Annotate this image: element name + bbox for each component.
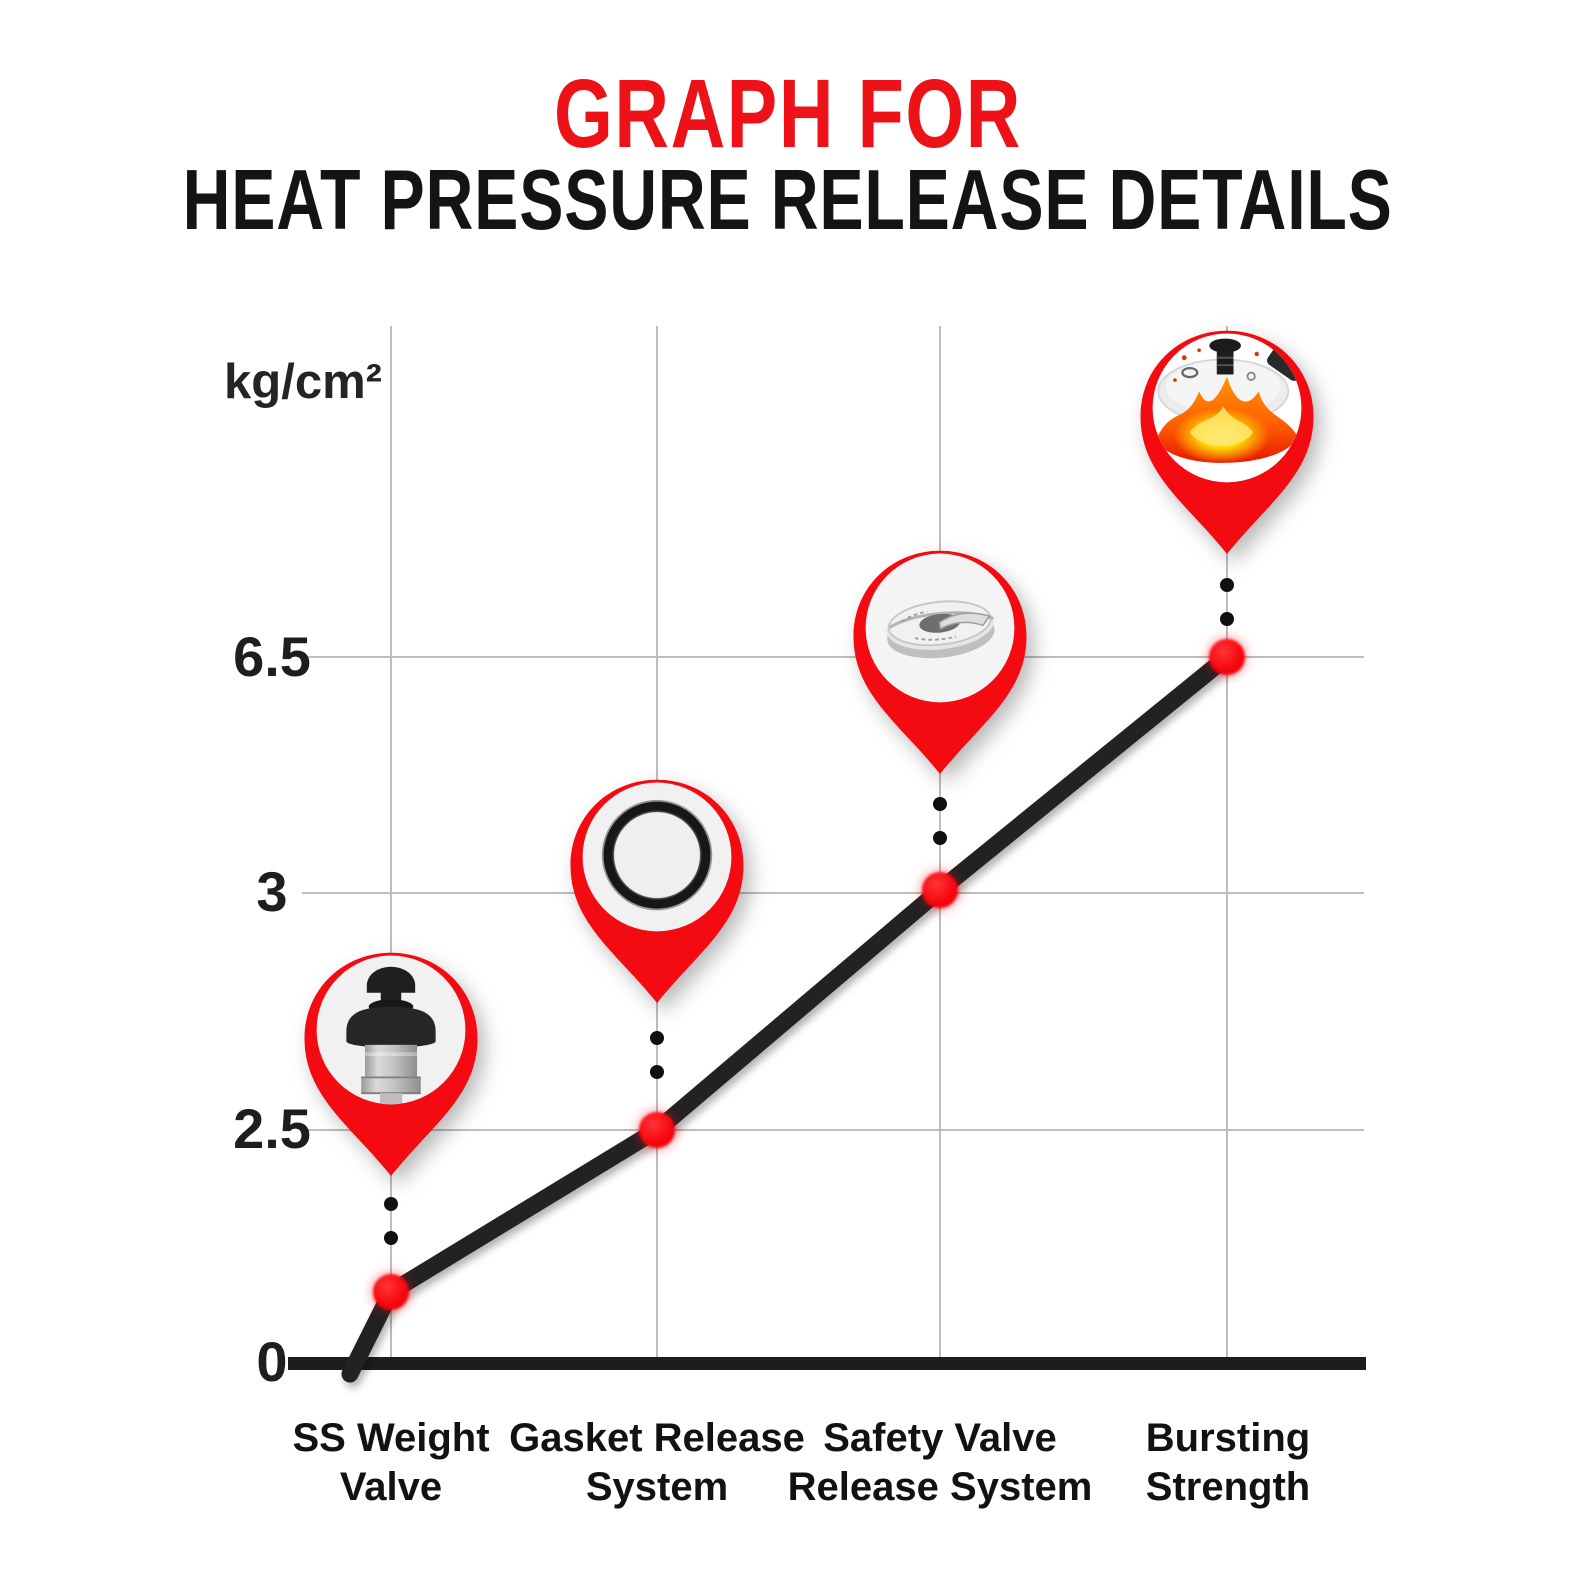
gridline-horizontal-2-5 (302, 1129, 1364, 1131)
y-tick-6-5: 6.5 (233, 625, 311, 688)
y-axis-unit-label: kg/cm² (224, 355, 382, 409)
explosion-icon (1156, 338, 1302, 464)
page-title-main-text: HEAT PRESSURE RELEASE DETAILS (182, 153, 1394, 248)
category-line: Bursting (1145, 1416, 1311, 1460)
category-label-ss-weight-valve: SS Weight Valve (221, 1414, 561, 1512)
category-label-bursting-strength: Bursting Strength (1058, 1414, 1398, 1512)
safety-valve-icon (886, 600, 995, 659)
connector-dot (384, 1231, 398, 1245)
data-point-gasket-release (639, 1112, 675, 1148)
category-label-safety-valve: Safety Valve Release System (770, 1414, 1110, 1512)
y-tick-0: 0 (256, 1330, 288, 1393)
connector-dot (384, 1197, 398, 1211)
connector-dot (1220, 578, 1234, 592)
connector-dot (1220, 612, 1234, 626)
page-title-main: HEAT PRESSURE RELEASE DETAILS (0, 156, 1576, 246)
pin-marker-gasket-release (564, 773, 750, 1006)
data-point-ss-weight-valve (373, 1274, 409, 1310)
category-label-gasket-release: Gasket Release System (487, 1414, 827, 1512)
y-tick-2-5: 2.5 (233, 1097, 311, 1160)
category-line: Safety Valve (823, 1416, 1057, 1460)
category-line: System (585, 1465, 729, 1509)
y-tick-3: 3 (256, 860, 288, 923)
category-line: SS Weight (292, 1416, 490, 1460)
x-axis-baseline (288, 1357, 1366, 1370)
weight-valve-icon (346, 966, 436, 1105)
pin-marker-ss-weight-valve (298, 946, 484, 1179)
pin-marker-safety-valve (847, 544, 1033, 777)
page-title-accent: GRAPH FOR (0, 64, 1576, 164)
data-point-safety-valve (922, 872, 958, 908)
data-point-bursting (1209, 639, 1245, 675)
category-line: Strength (1145, 1465, 1311, 1509)
connector-dot (933, 797, 947, 811)
gridline-vertical-4 (1226, 326, 1228, 1366)
gridline-vertical-3 (939, 326, 941, 1366)
connector-dot (650, 1031, 664, 1045)
pin-marker-bursting-strength (1134, 324, 1320, 557)
gridline-horizontal-6-5 (302, 656, 1364, 658)
page-title-accent-text: GRAPH FOR (554, 59, 1022, 168)
connector-dot (933, 831, 947, 845)
category-line: Gasket Release (509, 1416, 805, 1460)
connector-dot (650, 1065, 664, 1079)
gridline-vertical-1 (390, 326, 392, 1366)
gridline-horizontal-3 (302, 892, 1364, 894)
gasket-ring-icon (601, 799, 713, 911)
category-line: Valve (339, 1465, 443, 1509)
category-line: Release System (787, 1465, 1093, 1509)
